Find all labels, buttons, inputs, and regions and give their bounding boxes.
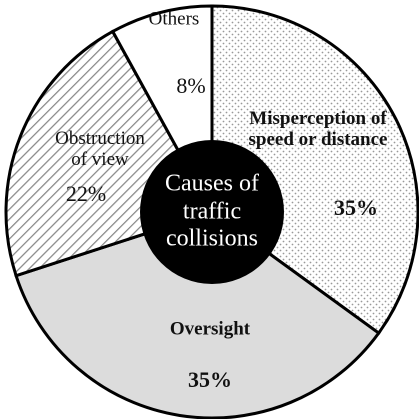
slice-label: Oversight	[169, 318, 251, 340]
slice	[210, 4, 419, 336]
slice	[14, 210, 381, 419]
value-label: 35%	[334, 194, 378, 220]
value-label: 35%	[188, 366, 232, 392]
slice-label: Misperception of speed or distance	[248, 108, 388, 150]
slice-label: Obstruction of view	[55, 128, 145, 170]
center-hole	[140, 140, 284, 284]
value-label: 22%	[65, 180, 107, 206]
slice-label: Others	[148, 8, 200, 30]
value-label: 8%	[176, 72, 206, 98]
center-title: Causes of traffic collisions	[165, 170, 259, 252]
